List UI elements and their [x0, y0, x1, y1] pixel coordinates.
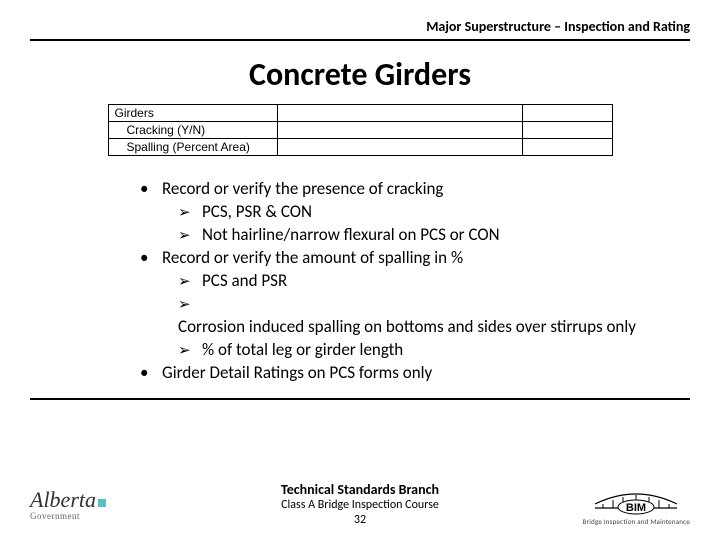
row-label: Spalling (Percent Area)	[108, 139, 278, 156]
table-cell	[522, 139, 612, 156]
bullet-item: Record or verify the presence of crackin…	[140, 178, 720, 247]
content-area: Record or verify the presence of crackin…	[140, 178, 720, 384]
sub-item: Corrosion induced spalling on bottoms an…	[178, 293, 720, 339]
sub-item: % of total leg or girder length	[178, 339, 720, 362]
bullet-item: Record or verify the amount of spalling …	[140, 247, 720, 362]
table-row: Cracking (Y/N)	[108, 122, 612, 139]
footer: Alberta Government Technical Standards B…	[0, 482, 720, 526]
header-rule	[30, 39, 690, 41]
table-cell	[278, 105, 522, 122]
sub-item: PCS and PSR	[178, 270, 720, 293]
header-text: Major Superstructure – Inspection and Ra…	[0, 0, 720, 39]
table-cell	[278, 122, 522, 139]
bullet-item: Girder Detail Ratings on PCS forms only	[140, 362, 720, 385]
row-label: Girders	[108, 105, 278, 122]
table-cell	[522, 122, 612, 139]
bim-sublabel: Bridge Inspection and Maintenance	[583, 517, 690, 526]
table-row: Spalling (Percent Area)	[108, 139, 612, 156]
footer-rule	[30, 398, 690, 400]
table-cell	[522, 105, 612, 122]
alberta-logo: Alberta Government	[30, 487, 106, 521]
svg-text:BIM: BIM	[626, 502, 646, 514]
bim-logo: BIM Bridge Inspection and Maintenance	[583, 482, 690, 526]
row-label: Cracking (Y/N)	[108, 122, 278, 139]
sub-item: PCS, PSR & CON	[178, 201, 720, 224]
logo-square-icon	[98, 499, 106, 507]
table-cell	[278, 139, 522, 156]
page-title: Concrete Girders	[0, 55, 720, 94]
sub-item: Not hairline/narrow flexural on PCS or C…	[178, 224, 720, 247]
bridge-icon: BIM	[593, 482, 679, 516]
girder-table: Girders Cracking (Y/N) Spalling (Percent…	[108, 104, 613, 156]
table-row: Girders	[108, 105, 612, 122]
